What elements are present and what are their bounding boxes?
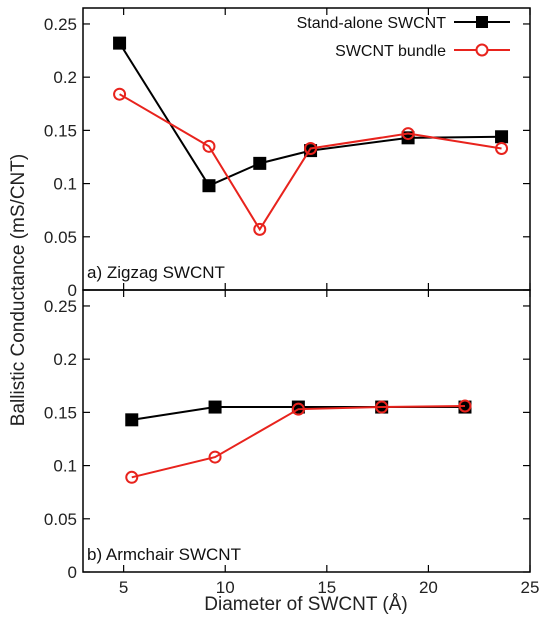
x-tick-label: 5 [119, 578, 128, 597]
y-tick-label: 0.1 [53, 175, 77, 194]
x-tick-label: 25 [521, 578, 540, 597]
data-point-bundle [458, 399, 472, 413]
data-point-bundle [375, 400, 389, 414]
data-point-bundle [253, 222, 267, 236]
labels-layer: Ballistic Conductance (mS/CNT) Diameter … [8, 154, 408, 615]
panel-armchair: 0 0.05 0.1 0.15 0.2 0.25 5 10 15 20 25 b) Armchair … [44, 289, 540, 597]
y-tick-label: 0.15 [44, 121, 77, 140]
y-tick-label: 0 [68, 281, 77, 300]
legend-label-stand-alone: Stand-alone SWCNT [297, 15, 447, 32]
series-line-stand-alone [118, 42, 502, 187]
series-line-bundle [119, 93, 502, 232]
panels-layer: 00.050.10.150.20.25a) Zigzag SWCNT00.050… [44, 7, 540, 597]
panel-label: b) Armchair SWCNT [87, 545, 241, 564]
data-point-bundle [401, 127, 415, 141]
y-tick-label: 0 [68, 563, 77, 582]
x-tick-label: 20 [419, 578, 438, 597]
data-point-stand-alone [113, 36, 127, 50]
y-tick-label: 0.15 [44, 403, 77, 422]
data-point-stand-alone [125, 413, 139, 427]
data-point-stand-alone [253, 156, 267, 170]
legend: Stand-alone SWCNT SWCNT bundle [297, 15, 510, 60]
y-tick-label: 0.1 [53, 457, 77, 476]
data-point-stand-alone [208, 400, 222, 414]
legend-label-bundle: SWCNT bundle [335, 43, 446, 60]
data-point-stand-alone [495, 130, 509, 144]
y-tick-label: 0.05 [44, 228, 77, 247]
data-point-bundle [495, 141, 509, 155]
y-tick-label: 0.25 [44, 297, 77, 316]
data-point-bundle [304, 141, 318, 155]
legend-marker-bundle [475, 43, 489, 57]
data-point-bundle [113, 87, 127, 101]
data-point-bundle [291, 402, 305, 416]
data-point-stand-alone [202, 179, 216, 193]
legend-marker-stand-alone [476, 16, 488, 28]
y-tick-label: 0.2 [53, 350, 77, 369]
x-tick-label: 10 [216, 578, 235, 597]
panel-label: a) Zigzag SWCNT [87, 263, 225, 282]
y-tick-label: 0.25 [44, 15, 77, 34]
x-axis-title: Diameter of SWCNT (Å) [204, 594, 407, 615]
panel-zigzag: 0 0.05 0.1 0.15 0.2 0.25 a) Zigzag SWCNT [44, 7, 531, 300]
data-point-bundle [208, 450, 222, 464]
series-line-bundle [131, 404, 465, 479]
data-point-bundle [202, 139, 216, 153]
y-tick-label: 0.2 [53, 68, 77, 87]
data-point-bundle [125, 470, 139, 484]
x-tick-label: 15 [317, 578, 336, 597]
y-axis-title: Ballistic Conductance (mS/CNT) [8, 154, 29, 426]
y-tick-label: 0.05 [44, 510, 77, 529]
plot-frame [82, 289, 531, 573]
